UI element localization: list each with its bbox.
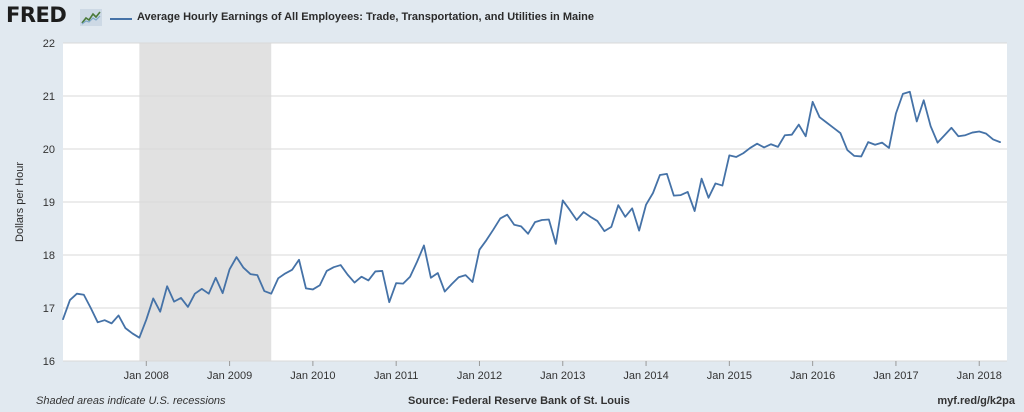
x-tick-label: Jan 2015 [707,370,752,382]
series-line [62,90,1001,339]
x-tick-label: Jan 2009 [207,370,252,382]
x-tick-label: Jan 2012 [457,370,502,382]
legend-series-title: Average Hourly Earnings of All Employees… [137,11,595,23]
y-tick-label: 18 [43,250,55,262]
x-tick-label: Jan 2014 [623,370,668,382]
y-tick-label: 16 [43,356,55,368]
x-tick-label: Jan 2017 [873,370,918,382]
x-tick-label: Jan 2008 [124,370,169,382]
source-credit: Source: Federal Reserve Bank of St. Loui… [408,395,630,407]
x-tick-label: Jan 2013 [540,370,585,382]
y-tick-label: 17 [43,303,55,315]
fred-chart-badge-icon [80,9,102,26]
x-tick-label: Jan 2010 [290,370,335,382]
chart-header: FRED Average Hourly Earnings of All Empl… [0,0,1024,34]
x-tick-label: Jan 2016 [790,370,835,382]
legend-swatch [110,18,132,20]
recession-note: Shaded areas indicate U.S. recessions [36,395,226,407]
x-tick-label: Jan 2018 [957,370,1002,382]
short-url-link[interactable]: myf.red/g/k2pa [937,395,1015,407]
y-tick-label: 19 [43,197,55,209]
y-tick-label: 22 [43,38,55,50]
fred-logo[interactable]: FRED [6,3,67,27]
x-tick-label: Jan 2011 [374,370,418,382]
y-tick-label: 20 [43,144,55,156]
y-tick-label: 21 [43,91,55,103]
